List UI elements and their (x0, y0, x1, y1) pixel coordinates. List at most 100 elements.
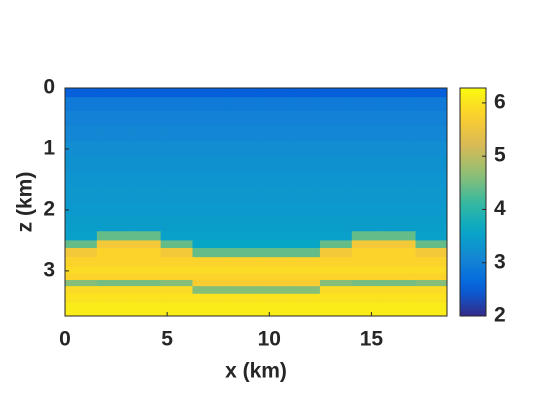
heatmap-cell (160, 310, 193, 317)
heatmap-cell (224, 240, 257, 249)
heatmap-cell (319, 88, 353, 98)
heatmap-cell (96, 286, 130, 295)
heatmap-cell (128, 257, 162, 267)
heatmap-cell (65, 273, 98, 281)
heatmap-cell (128, 217, 162, 232)
heatmap-cell (65, 280, 98, 287)
heatmap-cell (96, 248, 130, 258)
heatmap-cell (96, 156, 130, 173)
heatmap-cell (288, 156, 321, 173)
heatmap-cell (319, 141, 353, 158)
heatmap-cell (65, 231, 98, 241)
heatmap-cell (319, 217, 353, 232)
heatmap-cell (288, 217, 321, 232)
heatmap-cell (319, 202, 353, 219)
heatmap-cell (160, 240, 193, 249)
heatmap-cell (288, 187, 321, 203)
heatmap-cell (96, 126, 130, 142)
heatmap-cell (415, 217, 448, 232)
heatmap-cell (96, 88, 130, 98)
heatmap-cell (288, 231, 321, 241)
heatmap-cell (128, 187, 162, 203)
heatmap-cell (96, 231, 130, 241)
heatmap-cell (160, 217, 193, 232)
heatmap-cell (224, 266, 257, 275)
heatmap-cell (288, 141, 321, 158)
heatmap-cell (192, 202, 225, 219)
heatmap-cell (160, 286, 193, 295)
heatmap-cell (288, 273, 321, 281)
heatmap-cell (319, 171, 353, 188)
heatmap-cell (383, 231, 417, 241)
heatmap-cell (65, 217, 98, 232)
heatmap-cell (224, 273, 257, 281)
heatmap-cell (192, 110, 225, 127)
heatmap-cell (415, 187, 448, 203)
heatmap-cell (65, 257, 98, 267)
heatmap-cell (128, 266, 162, 275)
heatmap-cell (288, 126, 321, 142)
heatmap-cell (192, 266, 225, 275)
heatmap-cell (192, 280, 225, 287)
heatmap-cell (65, 156, 98, 173)
heatmap-cell (96, 273, 130, 281)
heatmap-cell (96, 257, 130, 267)
heatmap-cell (224, 126, 257, 142)
heatmap-cell (256, 171, 289, 188)
y-tick-label: 1 (43, 137, 55, 160)
heatmap-cell (128, 126, 162, 142)
heatmap-cell (351, 217, 385, 232)
heatmap-cell (128, 302, 162, 312)
heatmap-cell (319, 266, 353, 275)
heatmap-cell (415, 97, 448, 112)
heatmap-cell (319, 97, 353, 112)
heatmap-cell (224, 310, 257, 317)
heatmap-cell (256, 266, 289, 275)
heatmap-cell (256, 310, 289, 317)
heatmap-cell (383, 240, 417, 249)
heatmap-cell (192, 217, 225, 232)
x-tick-label: 15 (360, 328, 384, 351)
heatmap-cell (65, 110, 98, 127)
heatmap-cell (256, 126, 289, 142)
heatmap-cell (351, 248, 385, 258)
heatmap-cell (383, 217, 417, 232)
heatmap-cell (224, 97, 257, 112)
heatmap-cell (256, 293, 289, 304)
heatmap-cell (96, 141, 130, 158)
heatmap-cell (128, 231, 162, 241)
heatmap-cell (160, 248, 193, 258)
heatmap-cell (256, 156, 289, 173)
heatmap-cell (415, 293, 448, 304)
heatmap-cell (96, 217, 130, 232)
heatmap-cell (128, 310, 162, 317)
heatmap-cell (96, 97, 130, 112)
heatmap-cell (351, 88, 385, 98)
heatmap-cell (415, 126, 448, 142)
heatmap-cell (351, 266, 385, 275)
heatmap-cell (288, 257, 321, 267)
heatmap-cell (256, 280, 289, 287)
heatmap-cell (415, 110, 448, 127)
heatmap-cell (224, 302, 257, 312)
heatmap-cell (415, 171, 448, 188)
heatmap-cell (351, 171, 385, 188)
heatmap-cell (288, 88, 321, 98)
heatmap-cell (351, 240, 385, 249)
heatmap-cell (319, 257, 353, 267)
heatmap-cell (65, 240, 98, 249)
heatmap-cell (192, 293, 225, 304)
colorbar-tick-label: 3 (494, 250, 506, 273)
heatmap-cell (96, 110, 130, 127)
heatmap-cell (383, 266, 417, 275)
heatmap-cell (192, 231, 225, 241)
heatmap-cell (65, 126, 98, 142)
heatmap-cell (96, 187, 130, 203)
heatmap-cell (256, 88, 289, 98)
heatmap-cell (319, 286, 353, 295)
heatmap-cell (288, 286, 321, 295)
heatmap-cell (415, 248, 448, 258)
heatmap-cell (128, 171, 162, 188)
heatmap-cell (351, 280, 385, 287)
heatmap-cell (319, 273, 353, 281)
